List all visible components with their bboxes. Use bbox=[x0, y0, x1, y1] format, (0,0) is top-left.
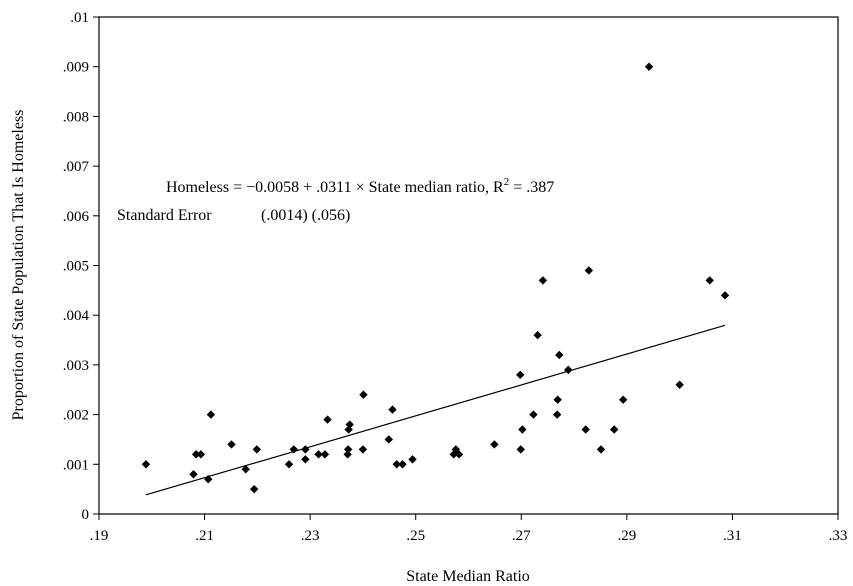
x-tick-label: .33 bbox=[829, 528, 848, 544]
annotation-standard-error-values: (.0014) (.056) bbox=[261, 207, 350, 224]
regression-line bbox=[145, 324, 726, 496]
x-tick-label: .25 bbox=[406, 528, 425, 544]
data-point bbox=[359, 390, 368, 399]
data-point bbox=[516, 445, 525, 454]
data-point bbox=[196, 450, 206, 459]
x-tick-label: .19 bbox=[90, 528, 109, 544]
data-point bbox=[227, 440, 236, 449]
data-point bbox=[644, 62, 654, 71]
data-point bbox=[320, 450, 330, 459]
data-point bbox=[553, 395, 562, 404]
data-point bbox=[204, 475, 213, 484]
data-point bbox=[552, 410, 562, 419]
data-point bbox=[581, 425, 590, 434]
data-point bbox=[388, 405, 397, 414]
x-tick-label: .31 bbox=[723, 528, 742, 544]
data-point bbox=[301, 445, 310, 454]
x-tick-label: .27 bbox=[512, 528, 531, 544]
y-tick-label: .006 bbox=[63, 209, 90, 225]
x-axis-title: State Median Ratio bbox=[406, 568, 530, 585]
data-point bbox=[284, 460, 294, 469]
y-tick-label: .009 bbox=[63, 60, 89, 76]
y-tick-label: .001 bbox=[63, 457, 89, 473]
data-points bbox=[141, 62, 730, 494]
data-point bbox=[584, 266, 594, 275]
data-point bbox=[538, 276, 548, 285]
data-point bbox=[454, 450, 464, 459]
data-point bbox=[720, 291, 730, 300]
data-point bbox=[408, 455, 417, 464]
data-point bbox=[141, 460, 151, 469]
data-point bbox=[675, 380, 684, 389]
data-point bbox=[490, 440, 499, 449]
x-axis-ticks: .19 .21 .23 .25 .27 .29 .31 .33 bbox=[90, 514, 848, 544]
data-point bbox=[555, 350, 564, 360]
data-point bbox=[518, 425, 527, 434]
data-point bbox=[516, 370, 525, 380]
x-tick-label: .29 bbox=[617, 528, 636, 544]
data-point bbox=[249, 484, 259, 494]
data-point bbox=[252, 445, 262, 454]
x-tick-label: .21 bbox=[195, 528, 214, 544]
y-tick-label: .005 bbox=[63, 259, 89, 275]
y-tick-label: .003 bbox=[63, 358, 89, 374]
data-point bbox=[392, 460, 401, 469]
data-point bbox=[301, 455, 310, 464]
data-point bbox=[618, 395, 628, 404]
x-tick-label: .23 bbox=[301, 528, 320, 544]
data-point bbox=[398, 460, 407, 469]
data-point bbox=[323, 415, 332, 424]
data-point bbox=[345, 420, 354, 429]
data-point bbox=[314, 450, 323, 459]
data-point bbox=[384, 435, 393, 444]
y-tick-label: .01 bbox=[70, 10, 89, 26]
data-point bbox=[358, 445, 368, 454]
data-point bbox=[564, 365, 573, 375]
data-point bbox=[596, 445, 606, 454]
annotation-standard-error-label: Standard Error bbox=[117, 207, 212, 224]
data-point bbox=[533, 330, 542, 340]
annotation-equation: Homeless = −0.0058 + .0311 × State media… bbox=[166, 176, 554, 196]
plot-frame bbox=[98, 16, 839, 515]
data-point bbox=[529, 410, 538, 419]
data-point bbox=[343, 445, 353, 454]
data-point bbox=[609, 425, 619, 434]
data-point bbox=[705, 276, 714, 285]
y-axis-ticks: 0 .001 .002 .003 .004 .005 .006 .007 .008 .009 .01 bbox=[63, 10, 99, 523]
data-point bbox=[206, 410, 216, 419]
y-tick-label: .007 bbox=[63, 159, 90, 175]
data-point bbox=[191, 450, 201, 459]
data-point bbox=[289, 445, 298, 454]
data-point bbox=[343, 450, 352, 459]
data-point bbox=[189, 470, 198, 479]
y-tick-label: .002 bbox=[63, 408, 89, 424]
y-tick-label: 0 bbox=[82, 507, 90, 523]
y-axis-title: Proportion of State Population That Is H… bbox=[10, 110, 27, 421]
y-tick-label: .008 bbox=[63, 109, 89, 125]
data-point bbox=[241, 465, 250, 474]
y-tick-label: .004 bbox=[63, 308, 90, 324]
